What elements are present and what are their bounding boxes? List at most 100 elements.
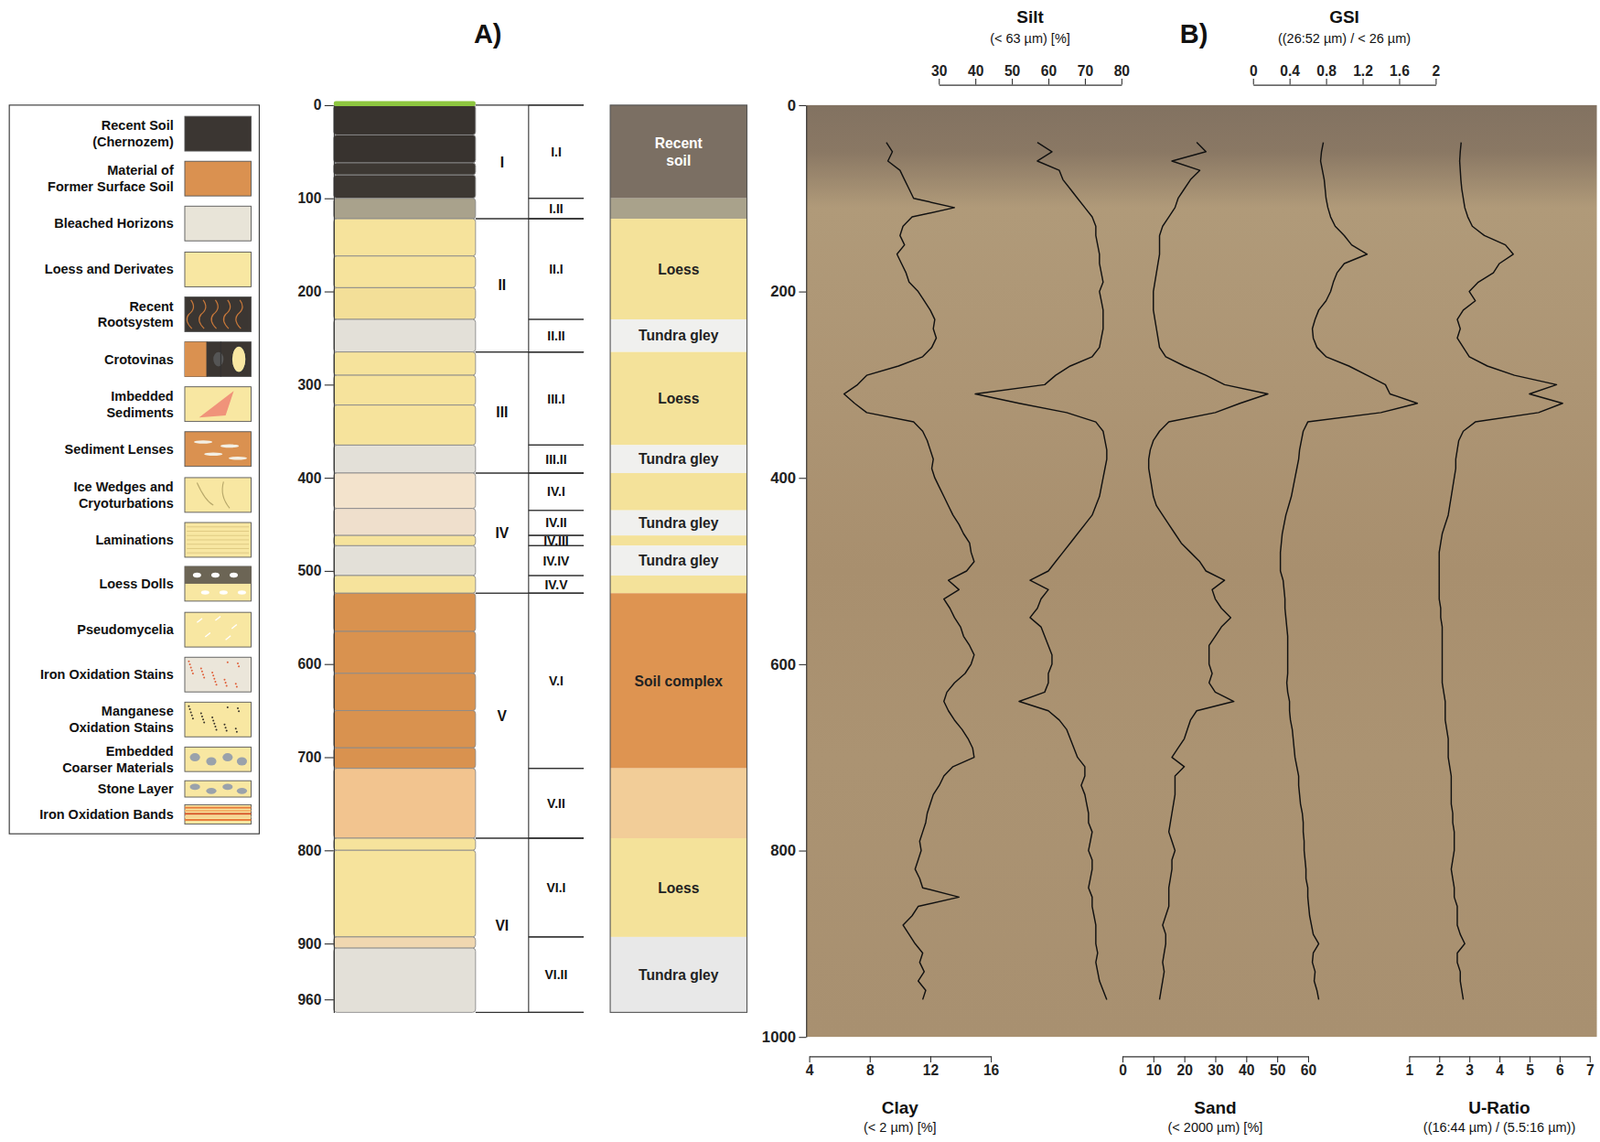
legend-label: Stone Layer bbox=[97, 781, 174, 796]
tick-label: 30 bbox=[1207, 1062, 1225, 1078]
legend-label: EmbeddedCoarser Materials bbox=[62, 743, 174, 775]
facies-label: Tundra gley bbox=[638, 552, 720, 569]
x-axis: 304050607080 bbox=[931, 63, 1130, 86]
facies-label-line: Loess bbox=[657, 261, 699, 278]
legend-swatch bbox=[184, 116, 251, 151]
tick-label: 80 bbox=[1114, 63, 1131, 79]
facies bbox=[610, 768, 747, 838]
swatch-pattern bbox=[187, 705, 240, 733]
axis-title: U-Ratio bbox=[1468, 1097, 1530, 1117]
legend-item: Sediment Lenses bbox=[64, 431, 252, 467]
bed bbox=[333, 256, 476, 289]
legend-swatch bbox=[184, 477, 251, 513]
tick-label: 0 bbox=[1249, 63, 1258, 79]
subunit-boundary bbox=[528, 197, 584, 199]
legend-label-line: Loess Dolls bbox=[98, 576, 173, 591]
subunit-boundary bbox=[528, 218, 584, 220]
tick-mark bbox=[1184, 1055, 1186, 1063]
subunit-label: III.II bbox=[545, 451, 567, 467]
legend-label-line: Laminations bbox=[95, 532, 173, 548]
subunit-boundary bbox=[528, 574, 584, 576]
tick-label: 0.8 bbox=[1316, 63, 1337, 79]
tick: 3 bbox=[1465, 1055, 1474, 1078]
tick-label: 0 bbox=[787, 96, 796, 115]
tick-label: 400 bbox=[297, 470, 322, 486]
tick-mark bbox=[324, 105, 334, 107]
tick: 16 bbox=[983, 1055, 1000, 1078]
tick: 600 bbox=[770, 655, 806, 674]
bed bbox=[333, 936, 476, 948]
tick: 80 bbox=[1114, 63, 1131, 86]
tick-label: 60 bbox=[1300, 1062, 1318, 1078]
swatch-pattern bbox=[199, 390, 235, 418]
tick-label: 60 bbox=[1041, 63, 1058, 79]
tick-label: 7 bbox=[1586, 1062, 1595, 1078]
tick-mark bbox=[1011, 78, 1013, 86]
swatch-pattern bbox=[196, 481, 230, 508]
facies bbox=[610, 510, 747, 536]
facies-label: Soil complex bbox=[634, 673, 724, 689]
legend-label-line: Bleached Horizons bbox=[53, 215, 173, 231]
axis-subtitle: (< 2000 µm) [%] bbox=[1168, 1119, 1264, 1135]
tick: 70 bbox=[1077, 63, 1095, 86]
tick-mark bbox=[1326, 78, 1328, 86]
bed bbox=[333, 472, 476, 509]
tick-mark bbox=[1408, 1055, 1410, 1063]
subunit-label: IV.IV bbox=[542, 553, 570, 569]
tick-mark bbox=[1253, 78, 1255, 86]
legend-item: Ice Wedges andCryoturbations bbox=[73, 477, 251, 513]
tick-label: 4 bbox=[805, 1062, 815, 1078]
panel-label: B) bbox=[1180, 19, 1209, 49]
tick: 7 bbox=[1586, 1055, 1595, 1078]
subunit-boundary bbox=[528, 218, 584, 220]
x-axis: 0102030405060 bbox=[1118, 1055, 1317, 1078]
legend-swatch bbox=[184, 386, 251, 422]
unit-divider bbox=[527, 105, 529, 1012]
legend-item: Crotovinas bbox=[104, 342, 251, 377]
facies-label: Recentsoil bbox=[655, 135, 703, 169]
tick-mark bbox=[798, 477, 806, 479]
swatch-pattern bbox=[193, 440, 247, 460]
legend-swatch bbox=[184, 612, 251, 647]
tick-label: 300 bbox=[297, 376, 322, 393]
subunit-boundary bbox=[528, 509, 584, 511]
legend-label-line: Former Surface Soil bbox=[47, 179, 174, 194]
legend-label-line: Stone Layer bbox=[97, 781, 174, 796]
legend-label-line: Cryoturbations bbox=[78, 495, 174, 511]
tick-label: 960 bbox=[297, 991, 322, 1008]
facies bbox=[610, 319, 747, 353]
legend-label-line: (Chernozem) bbox=[92, 134, 174, 150]
facies-label-line: Recent bbox=[655, 135, 703, 151]
tick-mark bbox=[324, 570, 334, 572]
tick-label: 12 bbox=[923, 1062, 940, 1078]
legend-label: Ice Wedges andCryoturbations bbox=[73, 479, 173, 511]
bed bbox=[333, 319, 476, 353]
curve bbox=[1438, 142, 1563, 1000]
facies bbox=[610, 545, 747, 576]
subunit-boundary bbox=[528, 767, 584, 769]
legend-item: Bleached Horizons bbox=[53, 205, 251, 241]
facies-label: Loess bbox=[657, 390, 699, 407]
tick-label: 200 bbox=[297, 283, 322, 300]
curve bbox=[975, 142, 1107, 1000]
bed bbox=[333, 405, 476, 446]
legend-frame bbox=[9, 105, 259, 834]
facies-label: Tundra gley bbox=[638, 327, 720, 344]
bed bbox=[333, 444, 476, 473]
legend-label-line: Pseudomycelia bbox=[76, 622, 174, 637]
tick-label: 2 bbox=[1432, 63, 1441, 79]
subunit-label: III.I bbox=[547, 391, 565, 407]
tick-mark bbox=[1048, 78, 1050, 86]
tick-label: 40 bbox=[967, 63, 985, 79]
tick-label: 800 bbox=[770, 841, 796, 860]
bed bbox=[333, 134, 476, 163]
facies bbox=[610, 198, 747, 219]
unit-boundary bbox=[475, 472, 584, 473]
legend-item: Iron Oxidation Stains bbox=[40, 656, 251, 692]
unit-boundary bbox=[475, 837, 584, 838]
subunit-boundary bbox=[528, 1011, 584, 1013]
unit-label: III bbox=[495, 404, 508, 420]
unit-boundary bbox=[475, 592, 584, 594]
tick-label: 900 bbox=[297, 935, 322, 952]
tick-mark bbox=[1308, 1055, 1310, 1063]
